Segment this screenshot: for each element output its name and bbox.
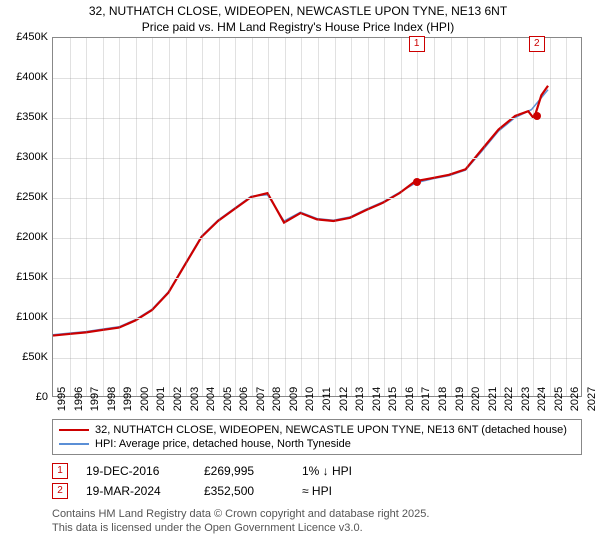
sale-rows: 1 19-DEC-2016 £269,995 1% ↓ HPI 2 19-MAR-2024… (52, 461, 592, 501)
xtick: 2012 (338, 387, 350, 411)
xtick: 2015 (387, 387, 399, 411)
plot: 12 (52, 37, 582, 397)
title-line2: Price paid vs. HM Land Registry's House … (4, 20, 592, 36)
legend: 32, NUTHATCH CLOSE, WIDEOPEN, NEWCASTLE … (52, 419, 582, 455)
sale-row: 1 19-DEC-2016 £269,995 1% ↓ HPI (52, 461, 592, 481)
ytick: £200K (4, 231, 48, 243)
sale-delta: ≈ HPI (302, 484, 382, 498)
xtick: 1998 (106, 387, 118, 411)
xtick: 2025 (553, 387, 565, 411)
xtick: 1995 (56, 387, 68, 411)
xtick: 2005 (222, 387, 234, 411)
xtick: 2017 (420, 387, 432, 411)
xtick: 2021 (487, 387, 499, 411)
sale-dot (533, 112, 541, 120)
ytick: £50K (4, 351, 48, 363)
ytick: £150K (4, 271, 48, 283)
xtick: 2007 (255, 387, 267, 411)
sale-marker-2: 2 (529, 36, 545, 52)
credit: Contains HM Land Registry data © Crown c… (52, 507, 592, 536)
legend-item: 32, NUTHATCH CLOSE, WIDEOPEN, NEWCASTLE … (59, 423, 575, 437)
xtick: 2004 (205, 387, 217, 411)
xtick: 2001 (155, 387, 167, 411)
ytick: £250K (4, 191, 48, 203)
title-line1: 32, NUTHATCH CLOSE, WIDEOPEN, NEWCASTLE … (4, 4, 592, 20)
title-block: 32, NUTHATCH CLOSE, WIDEOPEN, NEWCASTLE … (4, 4, 592, 35)
legend-item: HPI: Average price, detached house, Nort… (59, 437, 575, 451)
ytick: £450K (4, 31, 48, 43)
ytick: £100K (4, 311, 48, 323)
xtick: 2002 (172, 387, 184, 411)
chart-area: 12 £0£50K£100K£150K£200K£250K£300K£350K£… (4, 37, 590, 417)
xtick: 2023 (520, 387, 532, 411)
xtick: 1996 (73, 387, 85, 411)
sale-dot (413, 178, 421, 186)
ytick: £400K (4, 71, 48, 83)
xtick: 2009 (288, 387, 300, 411)
xtick: 2027 (586, 387, 598, 411)
legend-label: 32, NUTHATCH CLOSE, WIDEOPEN, NEWCASTLE … (95, 424, 567, 436)
credit-line1: Contains HM Land Registry data © Crown c… (52, 507, 592, 521)
credit-line2: This data is licensed under the Open Gov… (52, 521, 592, 535)
xtick: 2000 (139, 387, 151, 411)
xtick: 2006 (238, 387, 250, 411)
xtick: 2020 (470, 387, 482, 411)
sale-date: 19-DEC-2016 (86, 464, 186, 478)
xtick: 2018 (437, 387, 449, 411)
chart-container: 32, NUTHATCH CLOSE, WIDEOPEN, NEWCASTLE … (0, 0, 600, 560)
xtick: 2013 (354, 387, 366, 411)
sale-marker-1: 1 (409, 36, 425, 52)
xtick: 2016 (404, 387, 416, 411)
ytick: £300K (4, 151, 48, 163)
xtick: 2011 (321, 387, 333, 411)
ytick: £0 (4, 391, 48, 403)
sale-date: 19-MAR-2024 (86, 484, 186, 498)
xtick: 2026 (569, 387, 581, 411)
sale-marker-inline: 1 (52, 463, 68, 479)
xtick: 2008 (271, 387, 283, 411)
xtick: 2003 (189, 387, 201, 411)
xtick: 1997 (89, 387, 101, 411)
xtick: 2019 (454, 387, 466, 411)
legend-swatch (59, 443, 89, 445)
ytick: £350K (4, 111, 48, 123)
sale-delta: 1% ↓ HPI (302, 464, 382, 478)
legend-label: HPI: Average price, detached house, Nort… (95, 438, 351, 450)
sale-price: £352,500 (204, 484, 284, 498)
sale-price: £269,995 (204, 464, 284, 478)
line-series (53, 38, 581, 396)
legend-swatch (59, 429, 89, 431)
sale-marker-inline: 2 (52, 483, 68, 499)
xtick: 1999 (122, 387, 134, 411)
xtick: 2022 (503, 387, 515, 411)
sale-row: 2 19-MAR-2024 £352,500 ≈ HPI (52, 481, 592, 501)
xtick: 2010 (304, 387, 316, 411)
xtick: 2014 (371, 387, 383, 411)
xtick: 2024 (536, 387, 548, 411)
